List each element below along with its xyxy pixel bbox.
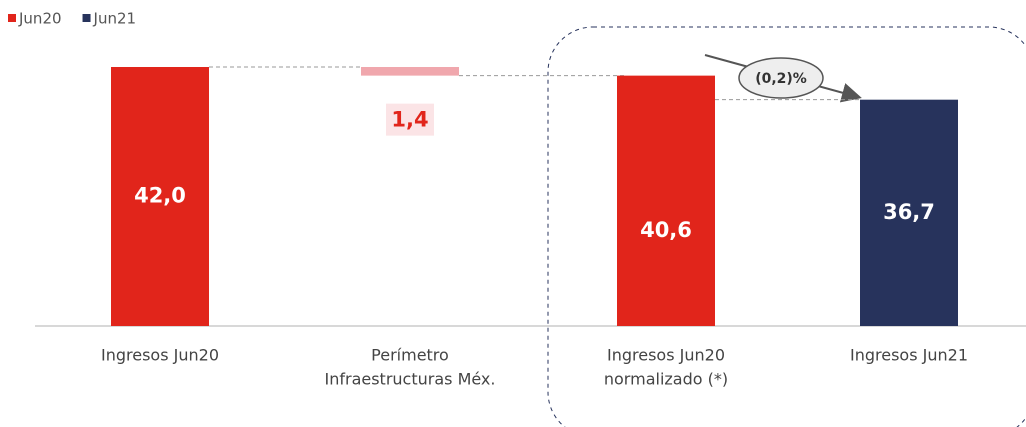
annotation: (0,2)% [755,71,807,87]
x-tick-label: Ingresos Jun21 [850,346,968,365]
legend-label: Jun20 [18,10,62,28]
value-label: 1,4 [391,108,428,132]
x-tick-label: Ingresos Jun20 [607,346,725,365]
legend-swatch [82,14,91,22]
highlight-box [547,26,1026,427]
value-label: 40,6 [640,218,692,242]
x-tick-label: Infraestructuras Méx. [325,370,496,389]
legend-label: Jun21 [93,10,137,28]
x-tick-label: Perímetro [371,346,449,365]
legend-swatch [8,14,16,22]
x-tick-label: Ingresos Jun20 [101,346,219,365]
value-label-bg [386,103,434,136]
bar [361,67,459,76]
value-label: 42,0 [134,184,186,208]
bar [860,99,958,326]
x-tick-label: normalizado (*) [604,370,728,389]
annotation-bubble [738,57,824,99]
bar [617,75,715,326]
bar [111,67,209,326]
value-label: 36,7 [883,200,935,224]
